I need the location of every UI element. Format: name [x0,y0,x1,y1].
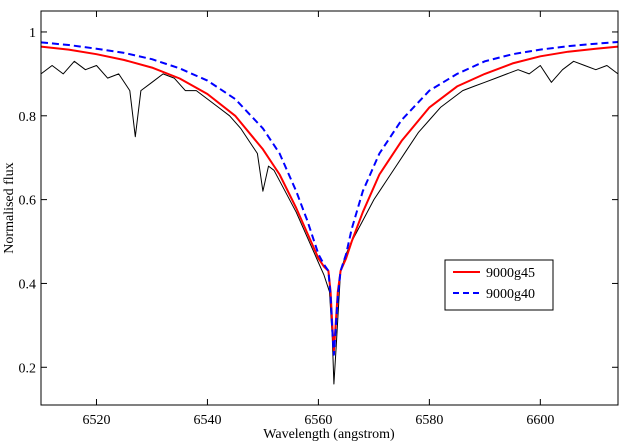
series-line-observed-spectrum [40,60,619,385]
legend-box [444,259,554,311]
y-tick-label: 0.4 [19,277,37,292]
y-tick-label: 0.8 [19,110,37,125]
plot-frame [40,10,619,406]
x-axis-title: Wavelength (angstrom) [263,427,395,442]
x-tick-label: 6580 [415,413,443,428]
x-tick-label: 6540 [193,413,221,428]
x-tick-label: 6520 [82,413,110,428]
y-tick-label: 1 [29,26,36,41]
x-tick-label: 6600 [526,413,554,428]
y-tick-label: 0.2 [19,361,37,376]
y-axis: 0.2 0.4 0.6 0.8 1 [19,26,618,376]
y-axis-title: Normalised flux [2,162,17,253]
x-tick-label: 6560 [304,413,332,428]
legend-label-9000g40: 9000g40 [486,287,535,302]
series-line-9000g45 [40,45,619,352]
legend: 9000g45 9000g40 [444,259,554,311]
series-line-9000g40 [40,41,619,356]
legend-label-9000g45: 9000g45 [486,266,535,281]
x-axis: 6520 6540 6560 6580 6600 [82,11,554,428]
y-tick-label: 0.6 [19,194,37,209]
series-layer [40,41,619,385]
